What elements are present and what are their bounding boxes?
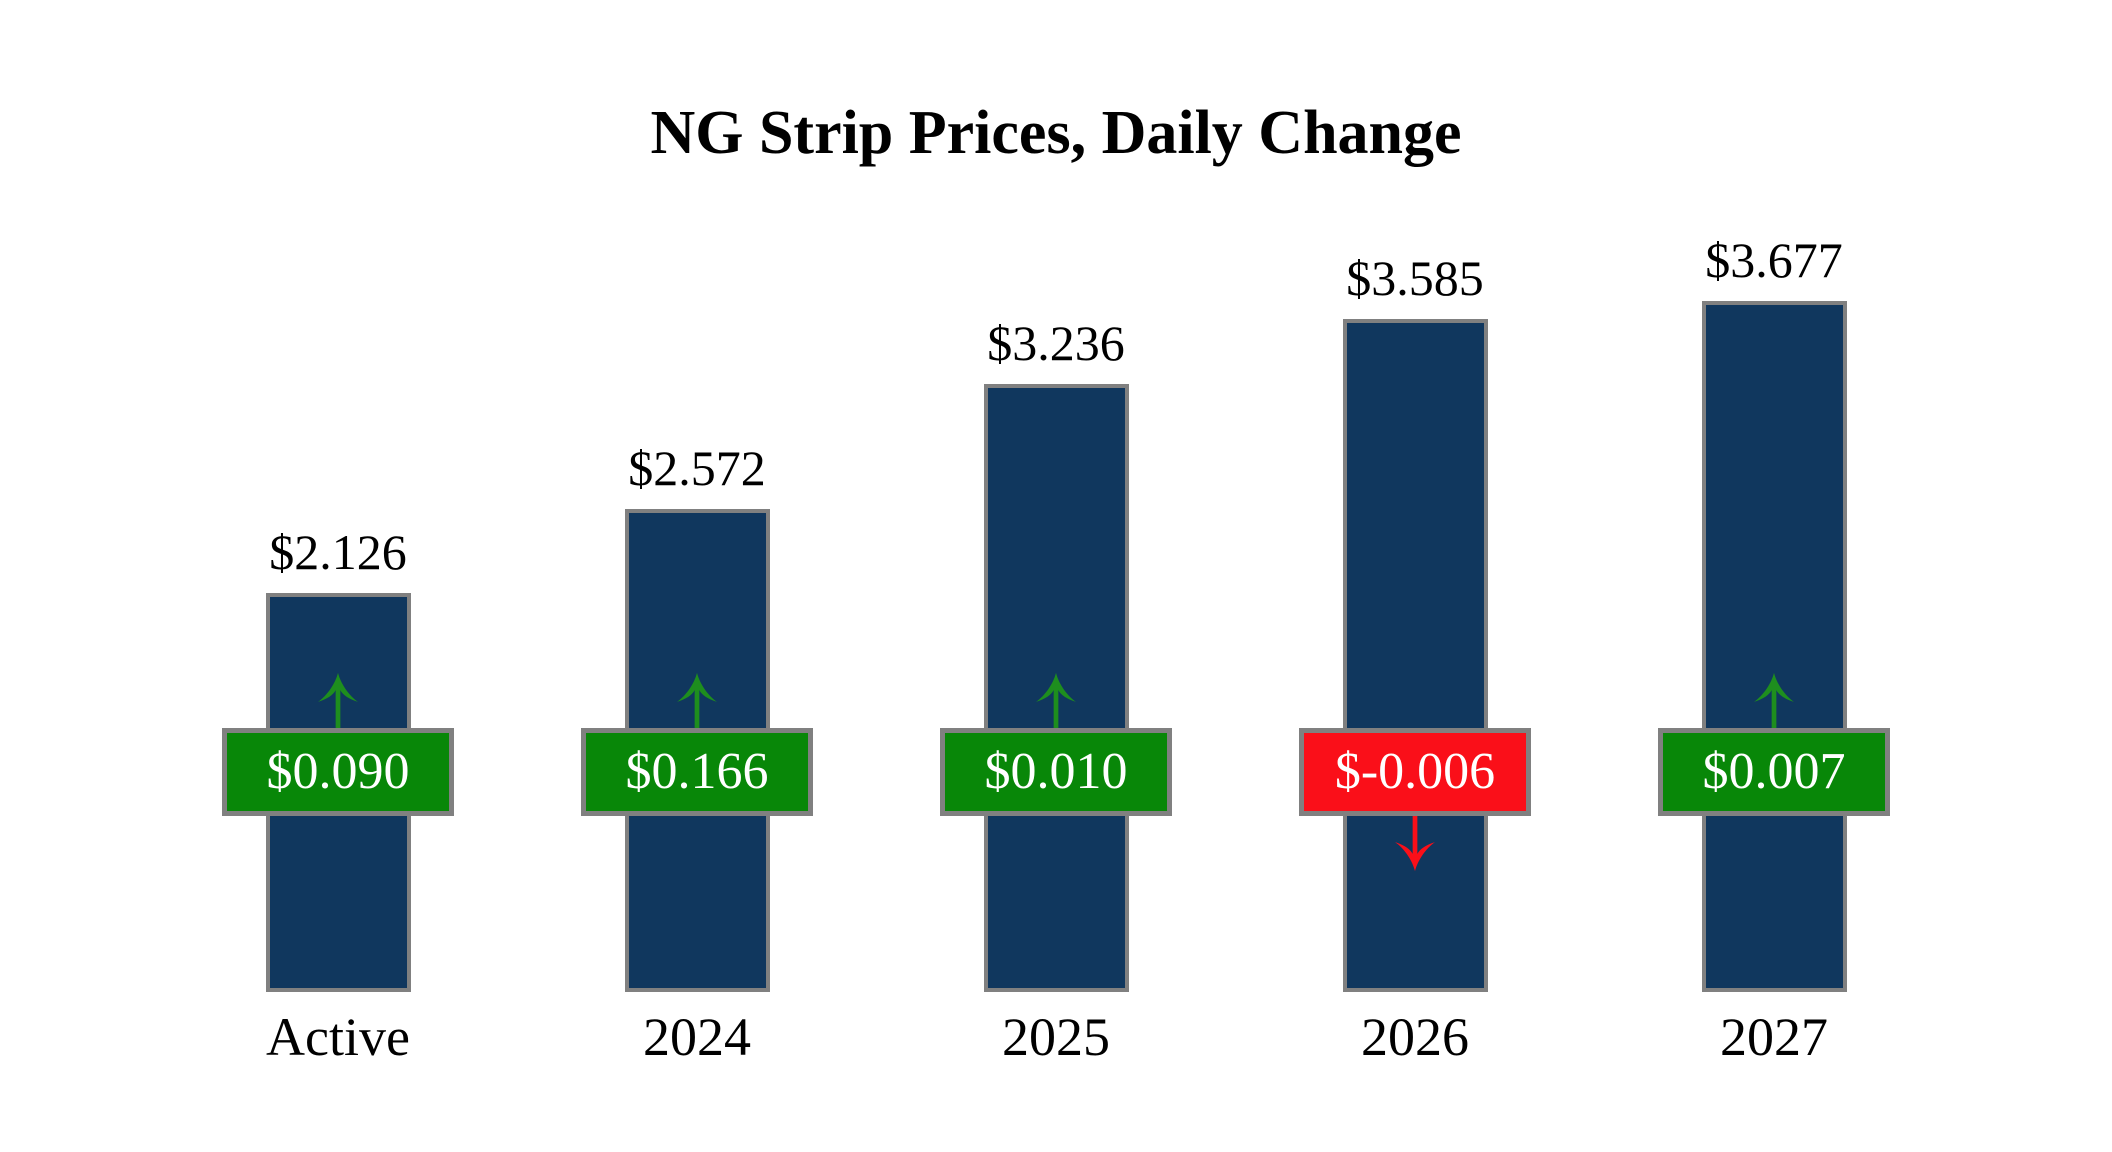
change-label: $-0.006 xyxy=(1334,743,1496,800)
category-label: 2024 xyxy=(643,1007,751,1067)
change-badge: $0.090 xyxy=(222,728,454,816)
price-label: $2.126 xyxy=(269,524,407,580)
change-badge: $-0.006 xyxy=(1299,728,1531,816)
price-label: $3.585 xyxy=(1346,250,1484,306)
change-label: $0.166 xyxy=(625,743,769,800)
price-label: $3.236 xyxy=(987,315,1125,371)
bar xyxy=(1342,319,1488,992)
up-arrow-icon xyxy=(1032,672,1080,735)
change-badge: $0.010 xyxy=(940,728,1172,816)
category-label: 2026 xyxy=(1361,1007,1469,1067)
bar xyxy=(1701,301,1847,992)
chart-title: NG Strip Prices, Daily Change xyxy=(650,99,1462,167)
category-label: Active xyxy=(266,1007,410,1067)
change-label: $0.010 xyxy=(984,743,1128,800)
category-label: 2025 xyxy=(1002,1007,1110,1067)
up-arrow-icon xyxy=(1750,672,1798,735)
up-arrow-icon xyxy=(673,672,721,735)
change-badge: $0.007 xyxy=(1658,728,1890,816)
down-arrow-icon xyxy=(1391,814,1439,877)
category-label: 2027 xyxy=(1720,1007,1828,1067)
price-label: $3.677 xyxy=(1705,232,1843,288)
up-arrow-icon xyxy=(314,672,362,735)
change-label: $0.090 xyxy=(266,743,410,800)
price-label: $2.572 xyxy=(628,440,766,496)
change-badge: $0.166 xyxy=(581,728,813,816)
change-label: $0.007 xyxy=(1702,743,1846,800)
